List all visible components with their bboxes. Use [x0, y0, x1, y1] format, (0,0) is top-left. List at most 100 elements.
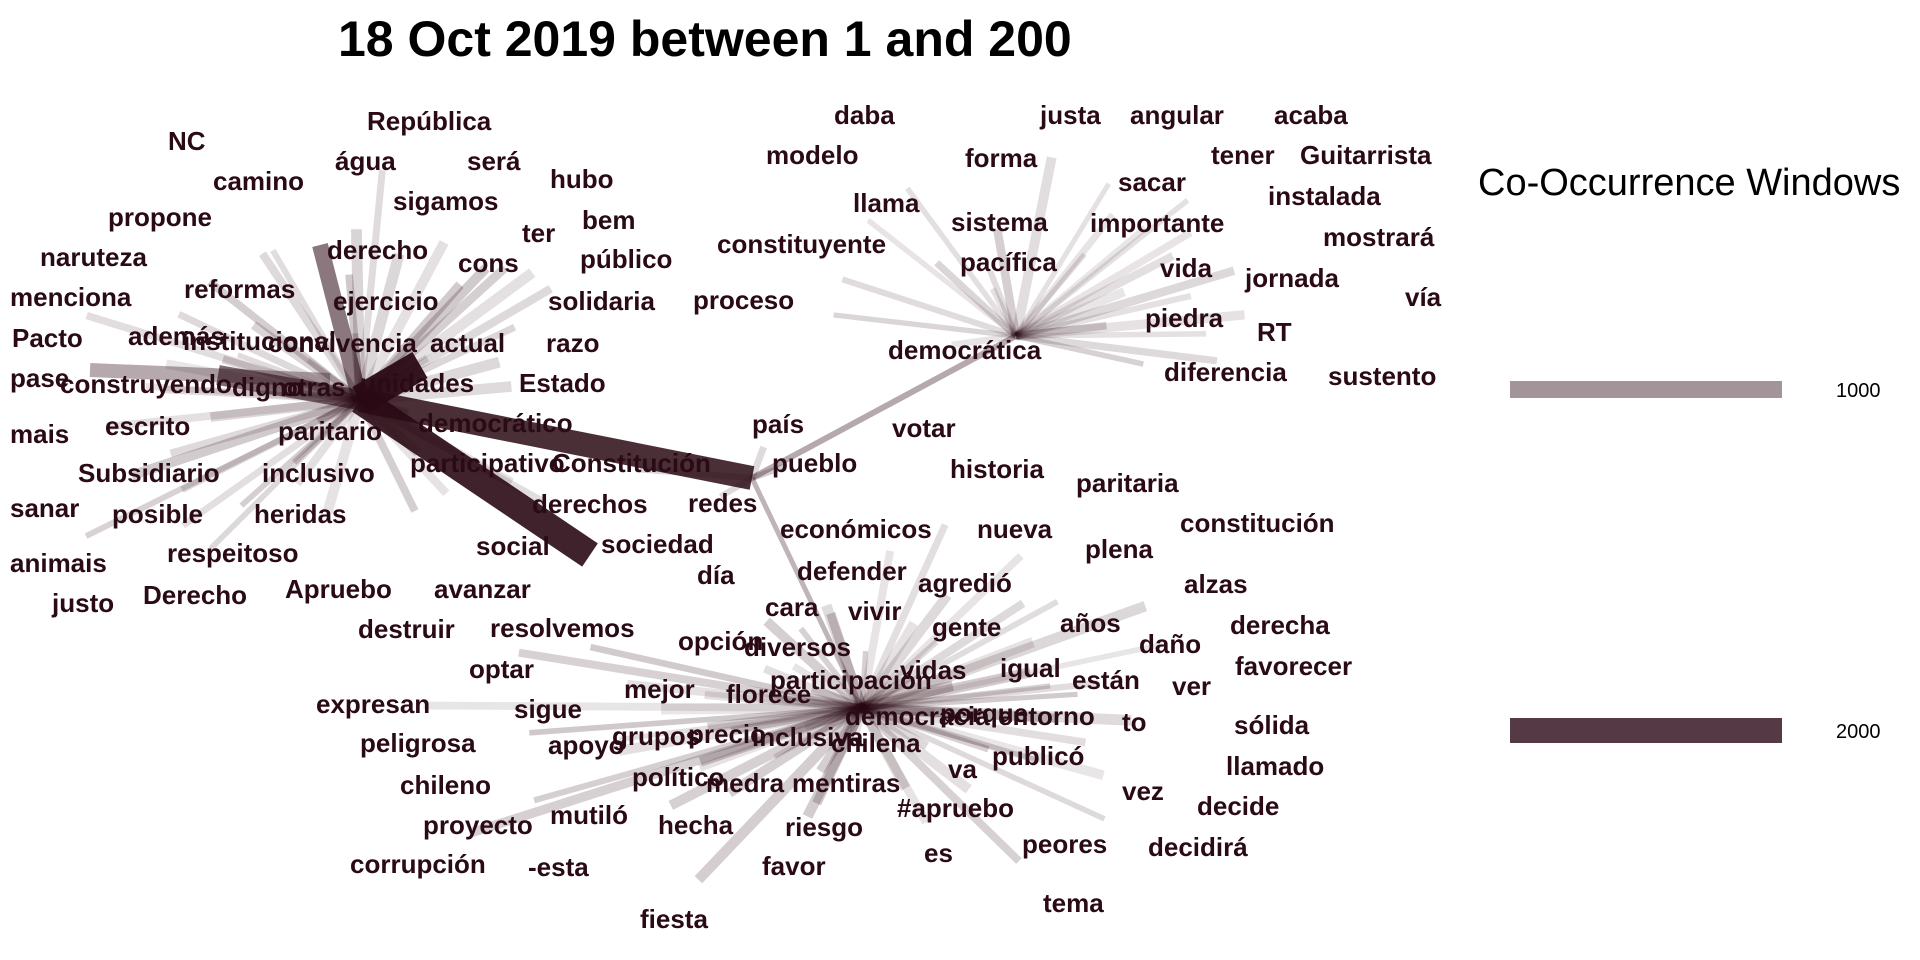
word-solidaria: solidaria: [548, 286, 655, 316]
edge-participación-apoyo: [619, 705, 863, 742]
word-apruebo: Apruebo: [285, 574, 392, 604]
edge-democrática-rt: [1015, 331, 1207, 339]
word-peores: peores: [1022, 829, 1107, 859]
edge-democrática-guitarrista: [1014, 229, 1193, 340]
word-posible: posible: [112, 499, 203, 529]
edge-participación-están: [861, 683, 1051, 711]
edge-democrático-animais: [84, 397, 362, 539]
edge-democrático-apruebo: [322, 398, 365, 515]
word-estado: Estado: [519, 368, 606, 398]
word-camino: camino: [213, 166, 304, 196]
word-proceso: proceso: [693, 285, 794, 315]
word-opción: opción: [678, 626, 763, 656]
word-alzas: alzas: [1184, 569, 1248, 599]
edge-participación-constitución: [860, 599, 1059, 711]
word-guitarrista: Guitarrista: [1300, 140, 1432, 170]
word-favorecer: favorecer: [1235, 651, 1352, 681]
strong-edge-constitución-participación-5: [749, 476, 865, 710]
word-derecho: Derecho: [143, 580, 247, 610]
word-historia: historia: [950, 454, 1044, 484]
word-escrito: escrito: [105, 411, 190, 441]
edge-participación-resolvemos: [589, 643, 863, 712]
legend-title: Co-Occurrence Windows: [1478, 162, 1900, 204]
edge-participación-peligrosa: [529, 705, 863, 736]
edge-democrático-respeitoso: [239, 397, 362, 508]
edge-democrático-será: [355, 240, 449, 403]
word-democracia: democracia: [845, 701, 990, 731]
word-participativo: participativo: [410, 448, 565, 478]
word-será: será: [467, 146, 521, 176]
word-constitución: constitución: [1180, 508, 1335, 538]
edge-democrática-modelo: [866, 218, 1018, 339]
edge-participación-apruebo: [857, 705, 911, 791]
strong-edge-democrático-constitución-0: [357, 388, 755, 490]
word-justa: justa: [1039, 100, 1101, 130]
word-bem: bem: [582, 205, 635, 235]
word-peligrosa: peligrosa: [360, 728, 476, 758]
word-inclusivo: inclusivo: [262, 458, 375, 488]
edge-participación-precio: [730, 704, 863, 735]
word-hecha: hecha: [658, 810, 734, 840]
edge-participación-decidirá: [860, 705, 1106, 822]
edge-democrática-sacar: [1013, 212, 1116, 339]
word-democrática: democrática: [888, 335, 1042, 365]
edge-democrática-instalada: [1014, 252, 1175, 340]
edge-participación-llamado: [861, 704, 1087, 747]
word-propone: propone: [108, 202, 212, 232]
legend-label-2000: 2000: [1836, 721, 1881, 743]
edge-participación-publicó: [860, 704, 990, 753]
word-avanzar: avanzar: [434, 574, 531, 604]
word-destruir: destruir: [358, 614, 455, 644]
edge-participación-mejor: [704, 691, 863, 712]
word-corrupción: corrupción: [350, 849, 486, 879]
edge-democrática-diferencia: [1015, 333, 1144, 367]
word-país: país: [752, 409, 804, 439]
edge-participación-derecha: [861, 641, 1164, 711]
edge-participación-político: [698, 703, 864, 767]
word-sanar: sanar: [10, 493, 79, 523]
word-daba: daba: [834, 100, 895, 130]
word-grupos: grupos: [612, 721, 700, 751]
word-justo: justo: [51, 588, 114, 618]
word-nueva: nueva: [977, 514, 1053, 544]
word-esta: -esta: [528, 852, 589, 882]
word-defender: defender: [797, 556, 907, 586]
edge-participación-florece: [772, 694, 863, 712]
word-instalada: instalada: [1268, 181, 1381, 211]
edge-participación-fiesta: [694, 704, 866, 884]
word-participación: participación: [770, 665, 932, 695]
word-democrático: democrático: [418, 408, 573, 438]
word-pacto: Pacto: [12, 323, 83, 353]
edge-democrática-vía: [1015, 310, 1245, 341]
edge-participación-tema: [859, 705, 1022, 864]
edge-participación-ver: [861, 691, 1078, 711]
word-jornada: jornada: [1244, 263, 1339, 293]
legend-swatch-2000: [1510, 718, 1782, 743]
word-derecho: derecho: [327, 235, 428, 265]
word-diferencia: diferencia: [1164, 357, 1287, 387]
edge-democrática-sistema: [987, 270, 1019, 338]
edge-democrática-jornada: [1015, 292, 1192, 339]
edge-democrático-propone: [207, 278, 363, 404]
word-diversos: diversos: [744, 632, 851, 662]
word-redes: redes: [688, 488, 757, 518]
edge-democrático-nc: [259, 251, 364, 403]
word-reformas: reformas: [184, 274, 295, 304]
word-expresan: expresan: [316, 689, 430, 719]
word-paritario: paritario: [278, 416, 382, 446]
edge-democrática-proceso: [833, 312, 1017, 339]
edge-participación-va: [859, 704, 930, 750]
word-daño: daño: [1139, 629, 1201, 659]
word-sacar: sacar: [1118, 167, 1186, 197]
word-rt: RT: [1257, 317, 1292, 347]
word-económicos: económicos: [780, 514, 932, 544]
word-social: social: [476, 531, 550, 561]
word-llama: llama: [853, 188, 920, 218]
edge-democrático-mais: [106, 396, 361, 431]
word-igual: igual: [1000, 653, 1061, 683]
word-entorno: entorno: [998, 701, 1095, 731]
word-favor: favor: [762, 851, 826, 881]
word-animais: animais: [10, 548, 107, 578]
edge-participación-proyecto: [533, 705, 863, 804]
word-precio: precio: [688, 719, 766, 749]
